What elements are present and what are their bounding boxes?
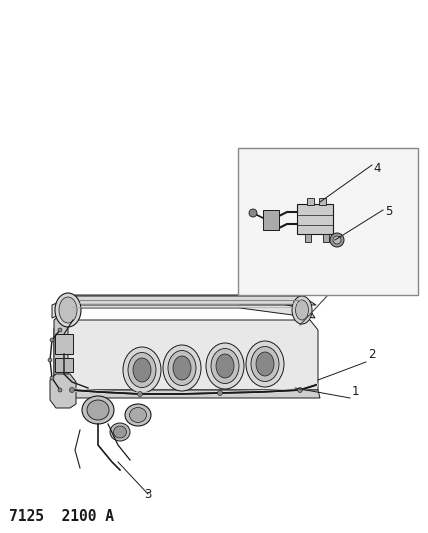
Text: 1: 1 [352, 385, 360, 398]
Ellipse shape [246, 341, 284, 387]
Circle shape [58, 388, 62, 392]
Text: 7125  2100 A: 7125 2100 A [9, 509, 114, 524]
Circle shape [48, 358, 52, 362]
Ellipse shape [87, 400, 109, 420]
Ellipse shape [130, 408, 146, 423]
Text: 3: 3 [144, 488, 152, 501]
Circle shape [69, 387, 74, 392]
Circle shape [297, 387, 303, 392]
Ellipse shape [292, 296, 312, 324]
Ellipse shape [173, 356, 191, 380]
Text: 2: 2 [368, 348, 375, 361]
Circle shape [50, 338, 54, 342]
Ellipse shape [123, 347, 161, 393]
Ellipse shape [251, 346, 279, 382]
Bar [55, 334, 73, 354]
Ellipse shape [133, 358, 151, 382]
Text: 5: 5 [385, 205, 392, 218]
Ellipse shape [168, 351, 196, 385]
Circle shape [330, 233, 344, 247]
Bar [297, 204, 333, 234]
Ellipse shape [125, 404, 151, 426]
Ellipse shape [206, 343, 244, 389]
Polygon shape [68, 296, 316, 305]
Ellipse shape [256, 352, 274, 376]
Circle shape [217, 391, 223, 395]
Bar [305, 234, 311, 242]
Ellipse shape [163, 345, 201, 391]
Circle shape [137, 392, 143, 397]
Ellipse shape [82, 396, 114, 424]
Polygon shape [52, 295, 315, 318]
Circle shape [50, 376, 54, 380]
Polygon shape [56, 390, 320, 398]
Ellipse shape [59, 297, 77, 323]
Polygon shape [54, 308, 68, 390]
Ellipse shape [216, 354, 234, 378]
Bar [263, 210, 279, 230]
Ellipse shape [211, 349, 239, 384]
Bar [319, 198, 326, 205]
Bar [307, 198, 314, 205]
Ellipse shape [295, 300, 309, 320]
Circle shape [333, 236, 341, 244]
Polygon shape [50, 374, 76, 408]
Ellipse shape [113, 426, 127, 438]
Bar [323, 234, 329, 242]
Circle shape [249, 209, 257, 217]
Bar [55, 358, 73, 372]
Ellipse shape [55, 293, 81, 327]
Polygon shape [54, 320, 318, 390]
Bar [238, 148, 418, 295]
Ellipse shape [128, 352, 156, 387]
Circle shape [58, 328, 62, 332]
Text: 4: 4 [373, 162, 380, 175]
Ellipse shape [110, 423, 130, 441]
